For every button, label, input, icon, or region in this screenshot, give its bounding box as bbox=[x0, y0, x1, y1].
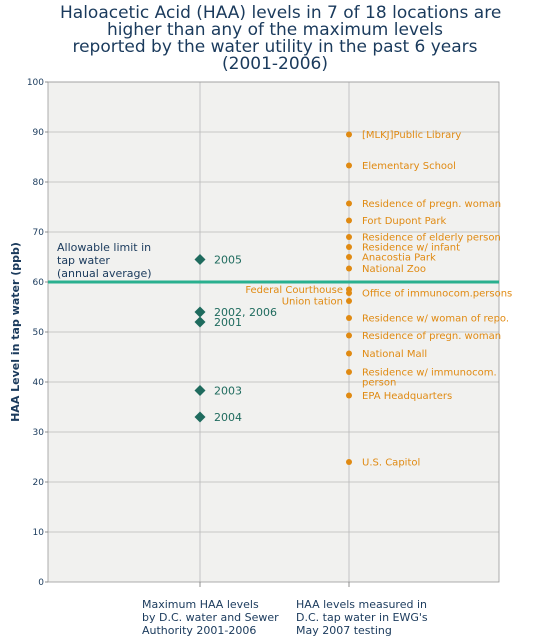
ewg-point bbox=[346, 200, 352, 207]
ewg-point-label: Anacostia Park bbox=[362, 253, 436, 264]
title-line: higher than any of the maximum levels bbox=[106, 20, 444, 40]
ewg-point bbox=[346, 315, 352, 321]
ewg-point bbox=[346, 332, 352, 339]
ewg-point-label: Residence w/ immunocom. bbox=[362, 368, 497, 379]
ewg-point bbox=[346, 217, 352, 224]
y-tick-label: 20 bbox=[33, 478, 45, 488]
ewg-point-label: Elementary School bbox=[362, 161, 456, 172]
ewg-point-label: Residence w/ infant bbox=[362, 243, 460, 254]
utility-point-label: 2003 bbox=[214, 385, 242, 398]
ewg-point-label: [MLKJ]Public Library bbox=[362, 130, 461, 141]
x-category-line: by D.C. water and Sewer bbox=[142, 611, 279, 624]
ewg-point-label: Office of immunocom.persons bbox=[362, 289, 512, 300]
y-tick-label: 100 bbox=[27, 78, 44, 88]
utility-point bbox=[194, 411, 206, 423]
x-category-line: D.C. tap water in EWG's bbox=[296, 611, 428, 624]
ewg-point-label: Residence of pregn. woman bbox=[362, 199, 501, 210]
ewg-point-label: Residence w/ woman of repo. bbox=[362, 314, 509, 325]
ewg-point bbox=[346, 298, 352, 304]
ewg-point-label: Fort Dupont Park bbox=[362, 216, 446, 227]
ewg-point-label: National Mall bbox=[362, 349, 427, 360]
x-category-line: Authority 2001-2006 bbox=[142, 624, 257, 637]
title-line: Haloacetic Acid (HAA) levels in 7 of 18 … bbox=[60, 3, 502, 23]
ewg-point bbox=[346, 265, 352, 272]
utility-point-label: 2004 bbox=[214, 411, 242, 424]
ewg-point-label: person bbox=[362, 378, 396, 389]
y-tick-label: 10 bbox=[33, 528, 45, 538]
ewg-point bbox=[346, 244, 352, 250]
ewg-point-label: Union tation bbox=[282, 297, 343, 308]
ewg-point-label: U.S. Capitol bbox=[362, 458, 420, 469]
x-category-line: HAA levels measured in bbox=[296, 598, 427, 611]
ewg-point bbox=[346, 131, 352, 138]
x-category-label-ewg: HAA levels measured in D.C. tap water in… bbox=[296, 598, 476, 637]
ewg-point bbox=[346, 254, 352, 260]
ewg-point-label: EPA Headquarters bbox=[362, 391, 452, 402]
ewg-point-label: Federal Courthouse bbox=[245, 285, 343, 296]
allowable-limit-label: (annual average) bbox=[57, 267, 152, 280]
utility-point-label: 2002, 2006 bbox=[214, 306, 277, 319]
utility-point bbox=[194, 385, 206, 396]
y-tick-label: 0 bbox=[38, 578, 44, 588]
ewg-point bbox=[346, 350, 352, 357]
y-tick-label: 40 bbox=[33, 378, 45, 388]
utility-point bbox=[194, 254, 206, 265]
allowable-limit-label: Allowable limit in bbox=[57, 241, 151, 254]
y-axis-label: HAA Level in tap water (ppb) bbox=[9, 242, 22, 422]
y-tick-label: 50 bbox=[33, 328, 45, 338]
ewg-point-label: National Zoo bbox=[362, 264, 426, 275]
ewg-point bbox=[346, 162, 352, 169]
y-tick-label: 70 bbox=[33, 228, 45, 238]
y-tick-label: 60 bbox=[33, 278, 45, 288]
allowable-limit-label: tap water bbox=[57, 254, 110, 267]
title-line: reported by the water utility in the pas… bbox=[72, 37, 478, 57]
x-category-line: Maximum HAA levels bbox=[142, 598, 259, 611]
utility-point bbox=[194, 316, 206, 328]
y-tick-label: 80 bbox=[33, 178, 45, 188]
x-category-label-utility: Maximum HAA levels by D.C. water and Sew… bbox=[142, 598, 302, 637]
utility-point bbox=[194, 306, 206, 318]
ewg-point bbox=[346, 459, 352, 465]
ewg-point bbox=[346, 369, 352, 375]
x-category-line: May 2007 testing bbox=[296, 624, 392, 637]
utility-point-label: 2005 bbox=[214, 254, 242, 267]
y-tick-label: 90 bbox=[33, 128, 45, 138]
y-tick-label: 30 bbox=[33, 428, 45, 438]
ewg-point bbox=[346, 234, 352, 240]
ewg-point-label: Residence of pregn. woman bbox=[362, 331, 501, 342]
ewg-point bbox=[346, 290, 352, 296]
title-line: (2001-2006) bbox=[222, 54, 328, 74]
ewg-point-label: Residence of elderly person bbox=[362, 233, 501, 244]
utility-point-label: 2001 bbox=[214, 316, 242, 329]
ewg-point bbox=[346, 392, 352, 399]
chart-title: Haloacetic Acid (HAA) levels in 7 of 18 … bbox=[60, 3, 502, 74]
